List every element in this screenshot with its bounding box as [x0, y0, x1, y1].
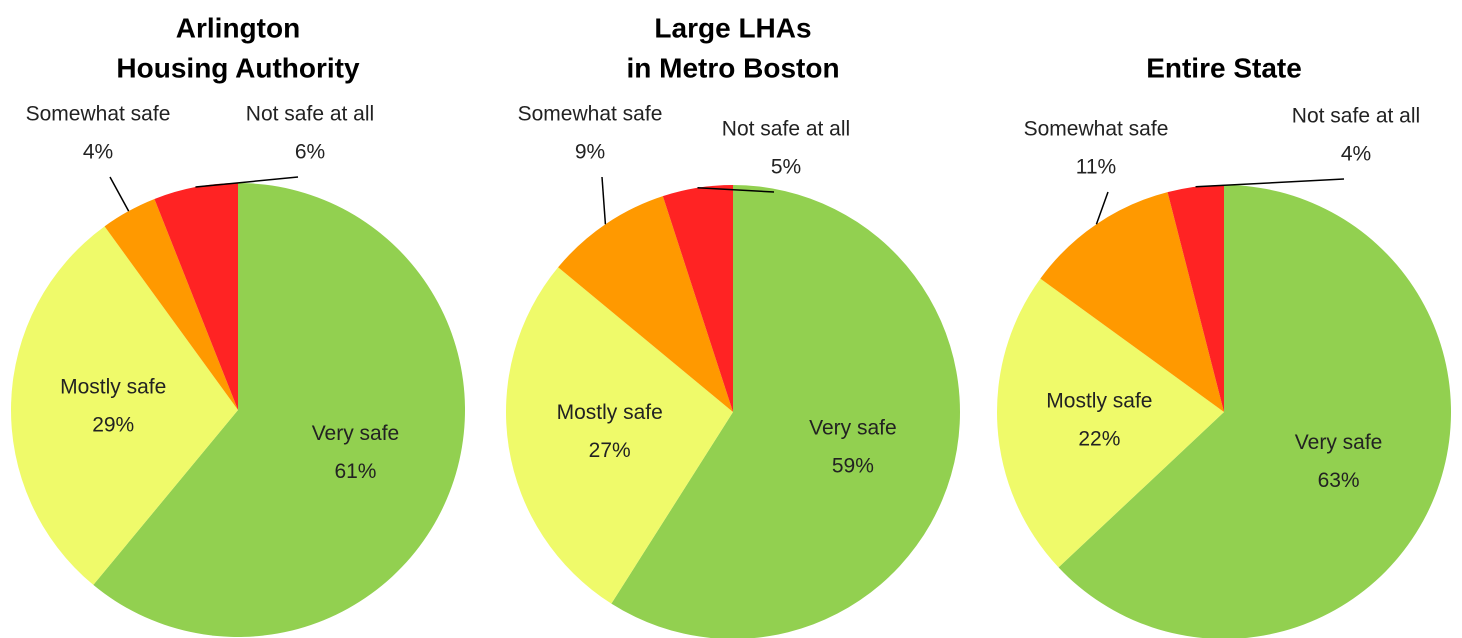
slice-value: 4%	[83, 141, 113, 164]
slice-label: Somewhat safe	[1024, 118, 1169, 141]
leader-line	[697, 187, 775, 193]
pie-slice	[1040, 192, 1224, 412]
slice-label: Very safe	[809, 416, 897, 439]
slice-label: Very safe	[1295, 431, 1383, 454]
slice-value: 6%	[295, 141, 325, 164]
slice-value: 27%	[589, 439, 631, 462]
pie-slice	[93, 182, 466, 637]
leader-line	[195, 176, 299, 188]
leader-line	[1095, 191, 1109, 225]
slice-label: Somewhat safe	[518, 103, 663, 126]
slice-value: 63%	[1318, 469, 1360, 492]
pie-slice	[1167, 185, 1224, 412]
slice-value: 5%	[771, 156, 801, 179]
pie-slice	[506, 267, 733, 604]
slice-value: 61%	[334, 460, 376, 483]
pie-slice	[1058, 185, 1451, 638]
chart-title: Large LHAs	[654, 12, 811, 43]
slice-label: Very safe	[312, 422, 400, 445]
pie-slice	[11, 226, 238, 585]
slice-value: 22%	[1078, 427, 1120, 450]
pie-slice	[154, 183, 238, 410]
leader-line	[601, 176, 607, 225]
slice-value: 59%	[832, 454, 874, 477]
slice-label: Mostly safe	[1046, 389, 1152, 412]
slice-value: 4%	[1341, 143, 1371, 166]
chart-title: Arlington	[176, 12, 300, 43]
pie-slice	[997, 278, 1224, 568]
pie-slice	[611, 185, 960, 638]
chart-title: Housing Authority	[116, 52, 360, 83]
pie-slice	[104, 198, 238, 410]
pie-slice	[662, 185, 733, 412]
slice-value: 9%	[575, 141, 605, 164]
leader-line	[1195, 178, 1345, 188]
leader-line	[109, 176, 130, 212]
slice-value: 11%	[1076, 156, 1116, 179]
slice-label: Somewhat safe	[26, 103, 171, 126]
slice-label: Not safe at all	[1292, 105, 1420, 128]
slice-label: Mostly safe	[60, 376, 166, 399]
chart-title: in Metro Boston	[626, 52, 839, 83]
slice-label: Mostly safe	[557, 401, 663, 424]
pie-slice	[558, 196, 733, 412]
slice-label: Not safe at all	[246, 103, 374, 126]
chart-title: Entire State	[1146, 52, 1302, 83]
slice-value: 29%	[92, 414, 134, 437]
slice-label: Not safe at all	[722, 118, 850, 141]
